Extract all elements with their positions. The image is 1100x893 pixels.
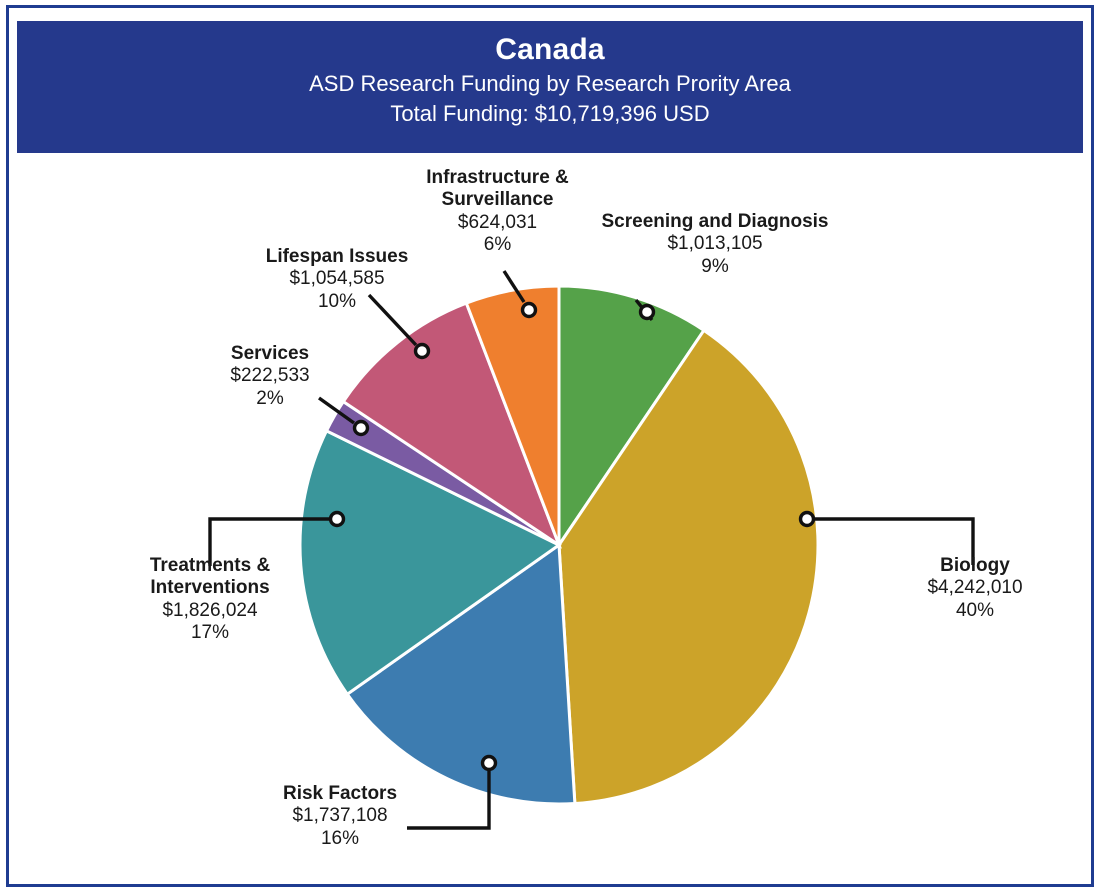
- leader-line-lifespan-issues: [367, 293, 431, 360]
- leader-line-services: [318, 396, 370, 437]
- pie-slice-biology[interactable]: [557, 328, 820, 806]
- label-percent-infrastructure-and-surveillance: 6%: [483, 234, 512, 256]
- label-percent-treatments-and-interventions: 17%: [190, 622, 230, 644]
- leader-line-treatments-and-interventions: [208, 510, 346, 566]
- label-name-treatments-and-interventions: Treatments & Interventions: [149, 555, 271, 599]
- label-value-services: $222,533: [230, 365, 310, 387]
- leader-line-infrastructure-and-surveillance: [502, 270, 538, 319]
- pie-slices: [298, 284, 820, 806]
- leader-line-biology: [798, 510, 975, 565]
- pie-slice-infrastructure-and-surveillance[interactable]: [464, 284, 561, 546]
- label-value-treatments-and-interventions: $1,826,024: [162, 599, 258, 621]
- leader-lines: [208, 270, 975, 830]
- label-risk-factors: Risk Factors $1,737,108 16%: [270, 783, 410, 850]
- label-percent-services: 2%: [256, 387, 284, 409]
- label-name-services: Services: [230, 343, 310, 364]
- label-value-infrastructure-and-surveillance: $624,031: [457, 211, 538, 233]
- leader-line-screening-and-diagnosis: [634, 298, 656, 322]
- label-value-risk-factors: $1,737,108: [292, 805, 388, 827]
- pie-slice-treatments-and-interventions[interactable]: [298, 428, 562, 697]
- pie-chart-area: Infrastructure & Surveillance $624,031 6…: [20, 155, 1080, 880]
- label-screening-and-diagnosis: Screening and Diagnosis $1,013,105 9%: [590, 211, 840, 278]
- chart-header: Canada ASD Research Funding by Research …: [17, 21, 1083, 153]
- label-name-biology: Biology: [940, 555, 1010, 576]
- label-infrastructure-and-surveillance: Infrastructure & Surveillance $624,031 6…: [405, 167, 590, 257]
- label-name-infrastructure-and-surveillance: Infrastructure & Surveillance: [426, 167, 569, 211]
- label-name-risk-factors: Risk Factors: [282, 783, 398, 804]
- chart-subtitle: ASD Research Funding by Research Prority…: [309, 71, 791, 96]
- label-percent-biology: 40%: [955, 599, 995, 621]
- pie-slice-lifespan-issues[interactable]: [341, 301, 563, 549]
- label-value-biology: $4,242,010: [927, 577, 1023, 599]
- label-biology: Biology $4,242,010 40%: [880, 555, 1070, 622]
- pie-slice-risk-factors[interactable]: [345, 542, 577, 806]
- label-percent-screening-and-diagnosis: 9%: [701, 255, 729, 277]
- leader-line-risk-factors: [407, 754, 498, 830]
- label-value-lifespan-issues: $1,054,585: [289, 268, 385, 290]
- label-treatments-and-interventions: Treatments & Interventions $1,826,024 17…: [105, 555, 315, 645]
- label-name-screening-and-diagnosis: Screening and Diagnosis: [601, 211, 829, 232]
- label-lifespan-issues: Lifespan Issues $1,054,585 10%: [252, 246, 422, 313]
- label-value-screening-and-diagnosis: $1,013,105: [667, 233, 763, 255]
- label-name-lifespan-issues: Lifespan Issues: [265, 246, 409, 267]
- label-percent-risk-factors: 16%: [320, 827, 360, 849]
- pie-chart-svg: [208, 270, 975, 830]
- label-services: Services $222,533 2%: [205, 343, 335, 410]
- pie-slice-screening-and-diagnosis[interactable]: [557, 284, 707, 550]
- page-title: Canada: [495, 33, 605, 66]
- label-percent-lifespan-issues: 10%: [317, 290, 357, 312]
- total-funding-label: Total Funding: $10,719,396 USD: [390, 101, 710, 126]
